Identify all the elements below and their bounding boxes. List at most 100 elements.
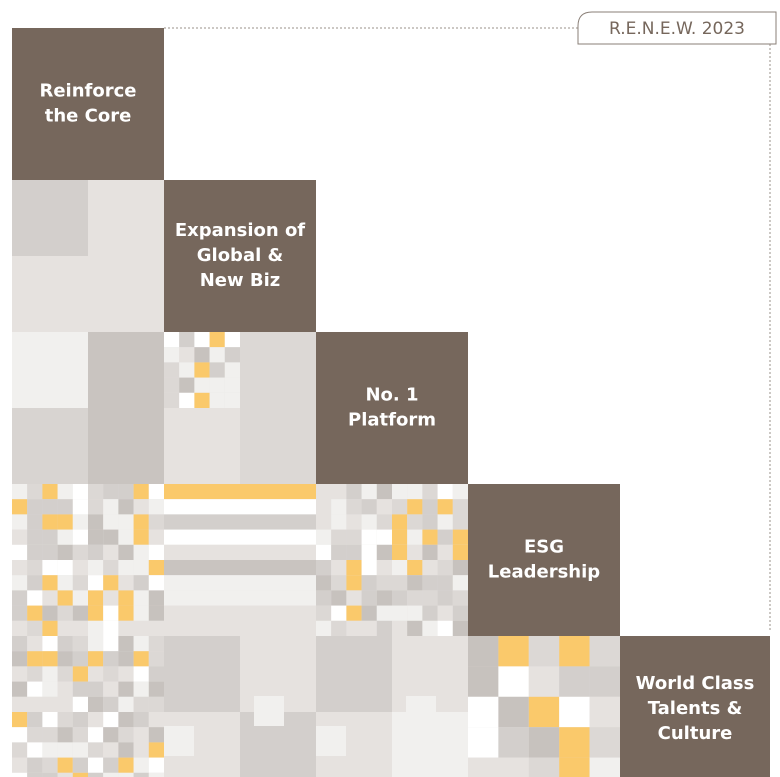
tile: [118, 696, 134, 712]
tile: [27, 772, 43, 777]
tile: [42, 514, 58, 530]
tile: [437, 560, 453, 576]
tile: [72, 696, 88, 712]
tile: [148, 499, 164, 515]
tile: [376, 560, 392, 576]
tile: [164, 575, 316, 591]
tile: [361, 605, 377, 621]
tile: [164, 332, 180, 348]
tile: [88, 499, 104, 515]
tile: [42, 590, 58, 606]
tile: [12, 712, 28, 728]
mosaic: [12, 180, 620, 777]
tile: [57, 590, 73, 606]
tile: [392, 484, 408, 500]
tile: [148, 620, 164, 636]
tile: [498, 636, 529, 667]
tile: [118, 605, 134, 621]
tile: [57, 499, 73, 515]
tile: [361, 590, 377, 606]
tile: [240, 332, 316, 484]
tile: [118, 560, 134, 576]
tile: [559, 727, 590, 758]
pillar-label: Expansion of: [175, 220, 305, 241]
tile: [42, 696, 58, 712]
tile: [72, 590, 88, 606]
tile: [559, 696, 590, 728]
tile: [133, 484, 149, 500]
tile: [88, 605, 104, 621]
tile: [468, 696, 499, 728]
pillar-label: Culture: [658, 723, 733, 744]
tile: [437, 575, 453, 591]
tile: [346, 544, 362, 560]
pillar-label: Platform: [348, 410, 436, 431]
tile: [452, 590, 468, 606]
tile: [316, 620, 332, 636]
tile: [12, 544, 28, 560]
tile: [57, 651, 73, 667]
tile: [57, 712, 73, 728]
tile: [27, 499, 43, 515]
tile: [148, 605, 164, 621]
tile: [498, 696, 529, 728]
tile: [376, 499, 392, 515]
tile: [407, 560, 423, 576]
tile: [103, 544, 119, 560]
tile: [528, 757, 560, 777]
tile: [316, 514, 332, 530]
tile: [57, 544, 73, 560]
tile: [346, 499, 362, 515]
tile: [361, 544, 377, 560]
tile: [346, 590, 362, 606]
tile: [164, 377, 180, 393]
tile: [376, 605, 392, 621]
tile: [316, 529, 332, 545]
tile: [361, 529, 377, 545]
tile: [437, 605, 453, 621]
tile: [316, 590, 332, 606]
tile: [164, 529, 316, 545]
tile: [88, 560, 104, 576]
tile: [12, 575, 28, 591]
tile: [406, 696, 436, 726]
tile: [133, 742, 149, 758]
tile: [346, 575, 362, 591]
tile: [148, 544, 164, 560]
tile: [452, 575, 468, 591]
tile: [27, 681, 43, 697]
tile: [103, 560, 119, 576]
tile: [88, 651, 104, 667]
tile: [72, 681, 88, 697]
pillar-box: [164, 180, 316, 332]
tile: [12, 499, 28, 515]
tile: [103, 681, 119, 697]
tile: [72, 636, 88, 652]
tile: [559, 636, 590, 667]
tile: [118, 727, 134, 743]
tile: [133, 696, 149, 712]
tile: [528, 636, 560, 667]
tile: [559, 757, 590, 777]
tile: [392, 514, 408, 530]
tile: [209, 347, 225, 363]
tile: [27, 560, 43, 576]
tile: [148, 651, 164, 667]
tile: [27, 757, 43, 773]
tile: [27, 514, 43, 530]
tile: [331, 499, 347, 515]
tile: [224, 347, 240, 363]
tile: [376, 590, 392, 606]
tile: [57, 514, 73, 530]
tile: [331, 590, 347, 606]
tile: [103, 757, 119, 773]
tile: [42, 727, 58, 743]
tile: [452, 605, 468, 621]
tile: [133, 772, 149, 777]
tile: [209, 392, 225, 408]
tile: [72, 575, 88, 591]
tile: [88, 332, 164, 484]
tile: [361, 484, 377, 500]
tile: [254, 696, 284, 726]
tile: [316, 544, 332, 560]
